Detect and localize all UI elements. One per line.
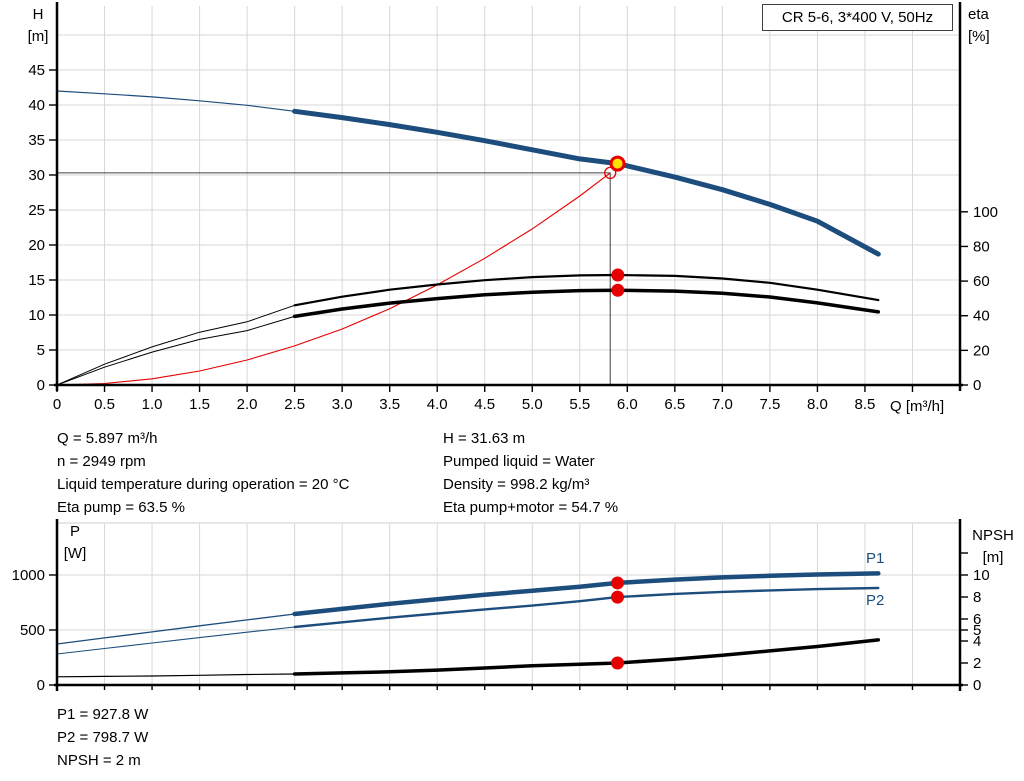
p2-curve (293, 586, 880, 629)
x-tick-label: 0 (53, 396, 61, 413)
y-left-tick-label: 5 (37, 342, 45, 359)
y-left-tick-label: 40 (28, 97, 45, 114)
npsh-axis-symbol: NPSH (972, 527, 1014, 544)
pump-title-box: CR 5-6, 3*400 V, 50Hz (762, 4, 953, 31)
y-right-tick-label: 5 (973, 622, 981, 639)
x-tick-label: 1.5 (189, 396, 210, 413)
y-right-tick-label: 60 (973, 273, 990, 290)
power-axis-symbol: P (69, 523, 80, 540)
x-tick-label: 4.0 (427, 396, 448, 413)
info-flow: Q = 5.897 m³/h (57, 430, 158, 447)
info-npsh: NPSH = 2 m (57, 752, 141, 769)
info-speed: n = 2949 rpm (57, 453, 146, 470)
info-p1: P1 = 927.8 W (57, 706, 149, 723)
eta-pump-motor-curve-thin (56, 315, 296, 386)
y-right-tick-label: 8 (973, 589, 981, 606)
npsh-curve (292, 638, 881, 676)
eta-pump-curve-thin (56, 304, 296, 386)
x-tick-label: 8.5 (855, 396, 876, 413)
p2-curve-thin (56, 626, 296, 655)
eta-pump-motor-curve (292, 288, 881, 319)
x-tick-label: 4.5 (474, 396, 495, 413)
npsh-axis-unit: [m] (982, 549, 1004, 566)
power-axis-label: P [W] (56, 521, 94, 565)
duty-info-right: H = 31.63 m Pumped liquid = Water Densit… (443, 427, 618, 519)
power-axis-unit: [W] (63, 545, 87, 562)
x-tick-label: 7.0 (712, 396, 733, 413)
x-tick-label: 5.0 (522, 396, 543, 413)
x-tick-label: 3.5 (379, 396, 400, 413)
x-tick-label: 8.0 (807, 396, 828, 413)
p1-curve-label: P1 (866, 550, 885, 567)
y-right-tick-label: 80 (973, 238, 990, 255)
p1-curve (292, 571, 881, 617)
y-right-tick-label: 0 (973, 677, 981, 694)
x-tick-label: 0.5 (94, 396, 115, 413)
head-axis-unit: [m] (27, 28, 49, 45)
y-right-tick-label: 40 (973, 308, 990, 325)
y-left-tick-label: 30 (28, 167, 45, 184)
duty-point[interactable] (609, 155, 626, 172)
y-right-tick-label: 2 (973, 655, 981, 672)
duty-value-dot (611, 590, 625, 604)
info-eta-pump-motor: Eta pump+motor = 54.7 % (443, 499, 619, 516)
y-right-tick-label: 4 (973, 633, 981, 650)
pump-hq-curve (292, 108, 881, 257)
y-left-tick-label: 25 (28, 202, 45, 219)
x-tick-label: 5.5 (569, 396, 590, 413)
info-p2: P2 = 798.7 W (57, 729, 149, 746)
duty-value-dot (611, 268, 625, 282)
y-right-tick-label: 10 (973, 567, 990, 584)
requested-duty-point (604, 166, 617, 180)
head-axis-symbol: H (32, 6, 44, 23)
duty-value-dot (611, 576, 625, 590)
x-tick-label: 6.0 (617, 396, 638, 413)
y-right-tick-label: 20 (973, 342, 990, 359)
info-pumped-liquid: Pumped liquid = Water (443, 453, 595, 470)
head-axis-label: H [m] (20, 4, 56, 48)
duty-info-left: Q = 5.897 m³/h n = 2949 rpm Liquid tempe… (57, 427, 349, 519)
system-curve-thin (56, 172, 611, 386)
npsh-axis-label: NPSH [m] (964, 525, 1022, 569)
y-left-tick-label: 500 (20, 622, 45, 639)
info-head: H = 31.63 m (443, 430, 526, 447)
y-left-tick-label: 35 (28, 132, 45, 149)
y-left-tick-label: 15 (28, 272, 45, 289)
y-right-tick-label: 6 (973, 611, 981, 628)
y-left-tick-label: 20 (28, 237, 45, 254)
duty-value-dot (611, 283, 625, 297)
x-tick-label: 2.0 (237, 396, 258, 413)
info-liquid-temperature: Liquid temperature during operation = 20… (57, 476, 350, 493)
y-right-tick-label: 100 (973, 204, 998, 221)
y-left-tick-label: 10 (28, 307, 45, 324)
y-left-tick-label: 0 (37, 377, 45, 394)
y-left-tick-label: 1000 (12, 567, 45, 584)
p1-curve-thin (56, 613, 296, 645)
duty-info-bottom: P1 = 927.8 W P2 = 798.7 W NPSH = 2 m (57, 703, 148, 772)
info-eta-pump: Eta pump = 63.5 % (57, 499, 185, 516)
eta-axis-unit: [%] (968, 28, 990, 45)
x-tick-label: 3.0 (332, 396, 353, 413)
y-right-tick-label: 0 (973, 377, 981, 394)
x-tick-label: 2.5 (284, 396, 305, 413)
y-left-tick-label: 45 (28, 62, 45, 79)
x-tick-label: 7.5 (759, 396, 780, 413)
info-density: Density = 998.2 kg/m³ (443, 476, 590, 493)
npsh-curve-thin (56, 673, 296, 678)
duty-value-dot (611, 656, 625, 670)
pump-hq-curve-thin (56, 90, 296, 112)
x-tick-label: 1.0 (142, 396, 163, 413)
flow-axis-label: Q [m³/h] (890, 398, 945, 415)
eta-axis-label: eta [%] (968, 4, 1012, 48)
x-tick-label: 6.5 (664, 396, 685, 413)
p2-curve-label: P2 (866, 592, 885, 609)
eta-axis-symbol: eta (968, 6, 989, 23)
eta-pump-curve (293, 273, 880, 307)
y-left-tick-label: 0 (37, 677, 45, 694)
